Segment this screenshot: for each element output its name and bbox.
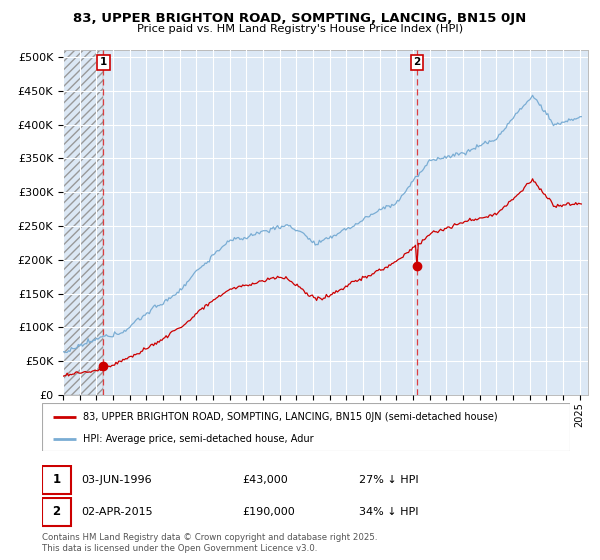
HPI: Average price, semi-detached house, Adur: (1.99e+03, 6.36e+04): Average price, semi-detached house, Adur…	[59, 348, 67, 355]
Bar	[42, 466, 71, 494]
83, UPPER BRIGHTON ROAD, SOMPTING, LANCING, BN15 0JN (semi-detached house)	[85, 369, 92, 376]
HPI: Average price, semi-detached house, Adur: (2e+03, 1.92e+05): Average price, semi-detached house, Adur…	[200, 262, 208, 269]
HPI: Average price, semi-detached house, Adur: (2.02e+03, 4.09e+05): Average price, semi-detached house, Adur…	[574, 115, 581, 122]
83, UPPER BRIGHTON ROAD, SOMPTING, LANCING, BN15 0JN (semi-detached house)	[572, 199, 580, 206]
83, UPPER BRIGHTON ROAD, SOMPTING, LANCING, BN15 0JN (semi-detached house)	[59, 373, 67, 380]
Text: £43,000: £43,000	[242, 474, 289, 484]
Text: HPI: Average price, semi-detached house, Adur: HPI: Average price, semi-detached house,…	[83, 434, 314, 444]
HPI: Average price, semi-detached house, Adur: (2e+03, 1.22e+05): Average price, semi-detached house, Adur…	[145, 309, 152, 316]
HPI: Average price, semi-detached house, Adur: (2e+03, 7.71e+04): Average price, semi-detached house, Adur…	[86, 339, 93, 346]
83, UPPER BRIGHTON ROAD, SOMPTING, LANCING, BN15 0JN (semi-detached house)	[199, 305, 206, 311]
83, UPPER BRIGHTON ROAD, SOMPTING, LANCING, BN15 0JN (semi-detached house)	[146, 344, 153, 351]
83, UPPER BRIGHTON ROAD, SOMPTING, LANCING, BN15 0JN (semi-detached house)	[143, 346, 150, 352]
Line: HPI: Average price, semi-detached house, Adur: HPI: Average price, semi-detached house,…	[63, 95, 581, 352]
Text: 1: 1	[52, 473, 61, 486]
Text: 83, UPPER BRIGHTON ROAD, SOMPTING, LANCING, BN15 0JN: 83, UPPER BRIGHTON ROAD, SOMPTING, LANCI…	[73, 12, 527, 25]
Text: 27% ↓ HPI: 27% ↓ HPI	[359, 474, 418, 484]
Text: 03-JUN-1996: 03-JUN-1996	[82, 474, 152, 484]
HPI: Average price, semi-detached house, Adur: (1.99e+03, 6.27e+04): Average price, semi-detached house, Adur…	[62, 349, 70, 356]
Text: 1: 1	[100, 57, 107, 67]
Text: 02-APR-2015: 02-APR-2015	[82, 506, 153, 516]
HPI: Average price, semi-detached house, Adur: (2e+03, 1.25e+05): Average price, semi-detached house, Adur…	[147, 307, 154, 314]
Text: Contains HM Land Registry data © Crown copyright and database right 2025.
This d: Contains HM Land Registry data © Crown c…	[42, 533, 377, 553]
Line: 83, UPPER BRIGHTON ROAD, SOMPTING, LANCING, BN15 0JN (semi-detached house): 83, UPPER BRIGHTON ROAD, SOMPTING, LANCI…	[63, 179, 581, 376]
HPI: Average price, semi-detached house, Adur: (2.02e+03, 4.44e+05): Average price, semi-detached house, Adur…	[529, 92, 536, 99]
83, UPPER BRIGHTON ROAD, SOMPTING, LANCING, BN15 0JN (semi-detached house)	[529, 175, 536, 182]
83, UPPER BRIGHTON ROAD, SOMPTING, LANCING, BN15 0JN (semi-detached house)	[533, 181, 541, 188]
Text: 83, UPPER BRIGHTON ROAD, SOMPTING, LANCING, BN15 0JN (semi-detached house): 83, UPPER BRIGHTON ROAD, SOMPTING, LANCI…	[83, 412, 498, 422]
Text: Price paid vs. HM Land Registry's House Price Index (HPI): Price paid vs. HM Land Registry's House …	[137, 24, 463, 34]
Bar	[42, 498, 71, 526]
Text: 2: 2	[413, 57, 421, 67]
Text: 2: 2	[52, 505, 61, 518]
HPI: Average price, semi-detached house, Adur: (2.03e+03, 4.12e+05): Average price, semi-detached house, Adur…	[578, 113, 585, 120]
Text: 34% ↓ HPI: 34% ↓ HPI	[359, 506, 418, 516]
83, UPPER BRIGHTON ROAD, SOMPTING, LANCING, BN15 0JN (semi-detached house)	[578, 200, 585, 207]
Text: £190,000: £190,000	[242, 506, 295, 516]
HPI: Average price, semi-detached house, Adur: (2.02e+03, 4.33e+05): Average price, semi-detached house, Adur…	[535, 99, 542, 106]
